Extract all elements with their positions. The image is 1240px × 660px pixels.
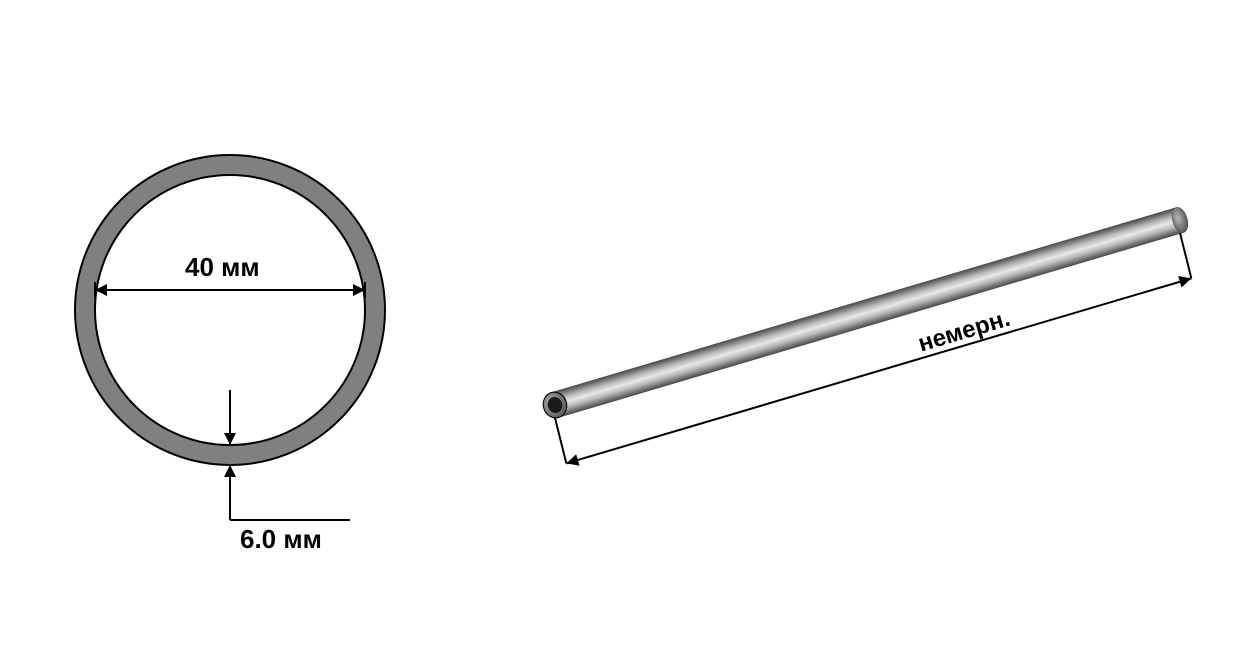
tube-3d-group <box>540 205 1191 465</box>
thickness-label: 6.0 мм <box>240 524 322 555</box>
cross-section-group <box>75 155 385 520</box>
diagram-container: 40 мм 6.0 мм немерн. <box>0 0 1240 660</box>
tube-body <box>540 205 1191 420</box>
tube-length-dimension <box>555 233 1191 466</box>
diameter-label: 40 мм <box>185 252 260 283</box>
diagram-svg <box>0 0 1240 660</box>
